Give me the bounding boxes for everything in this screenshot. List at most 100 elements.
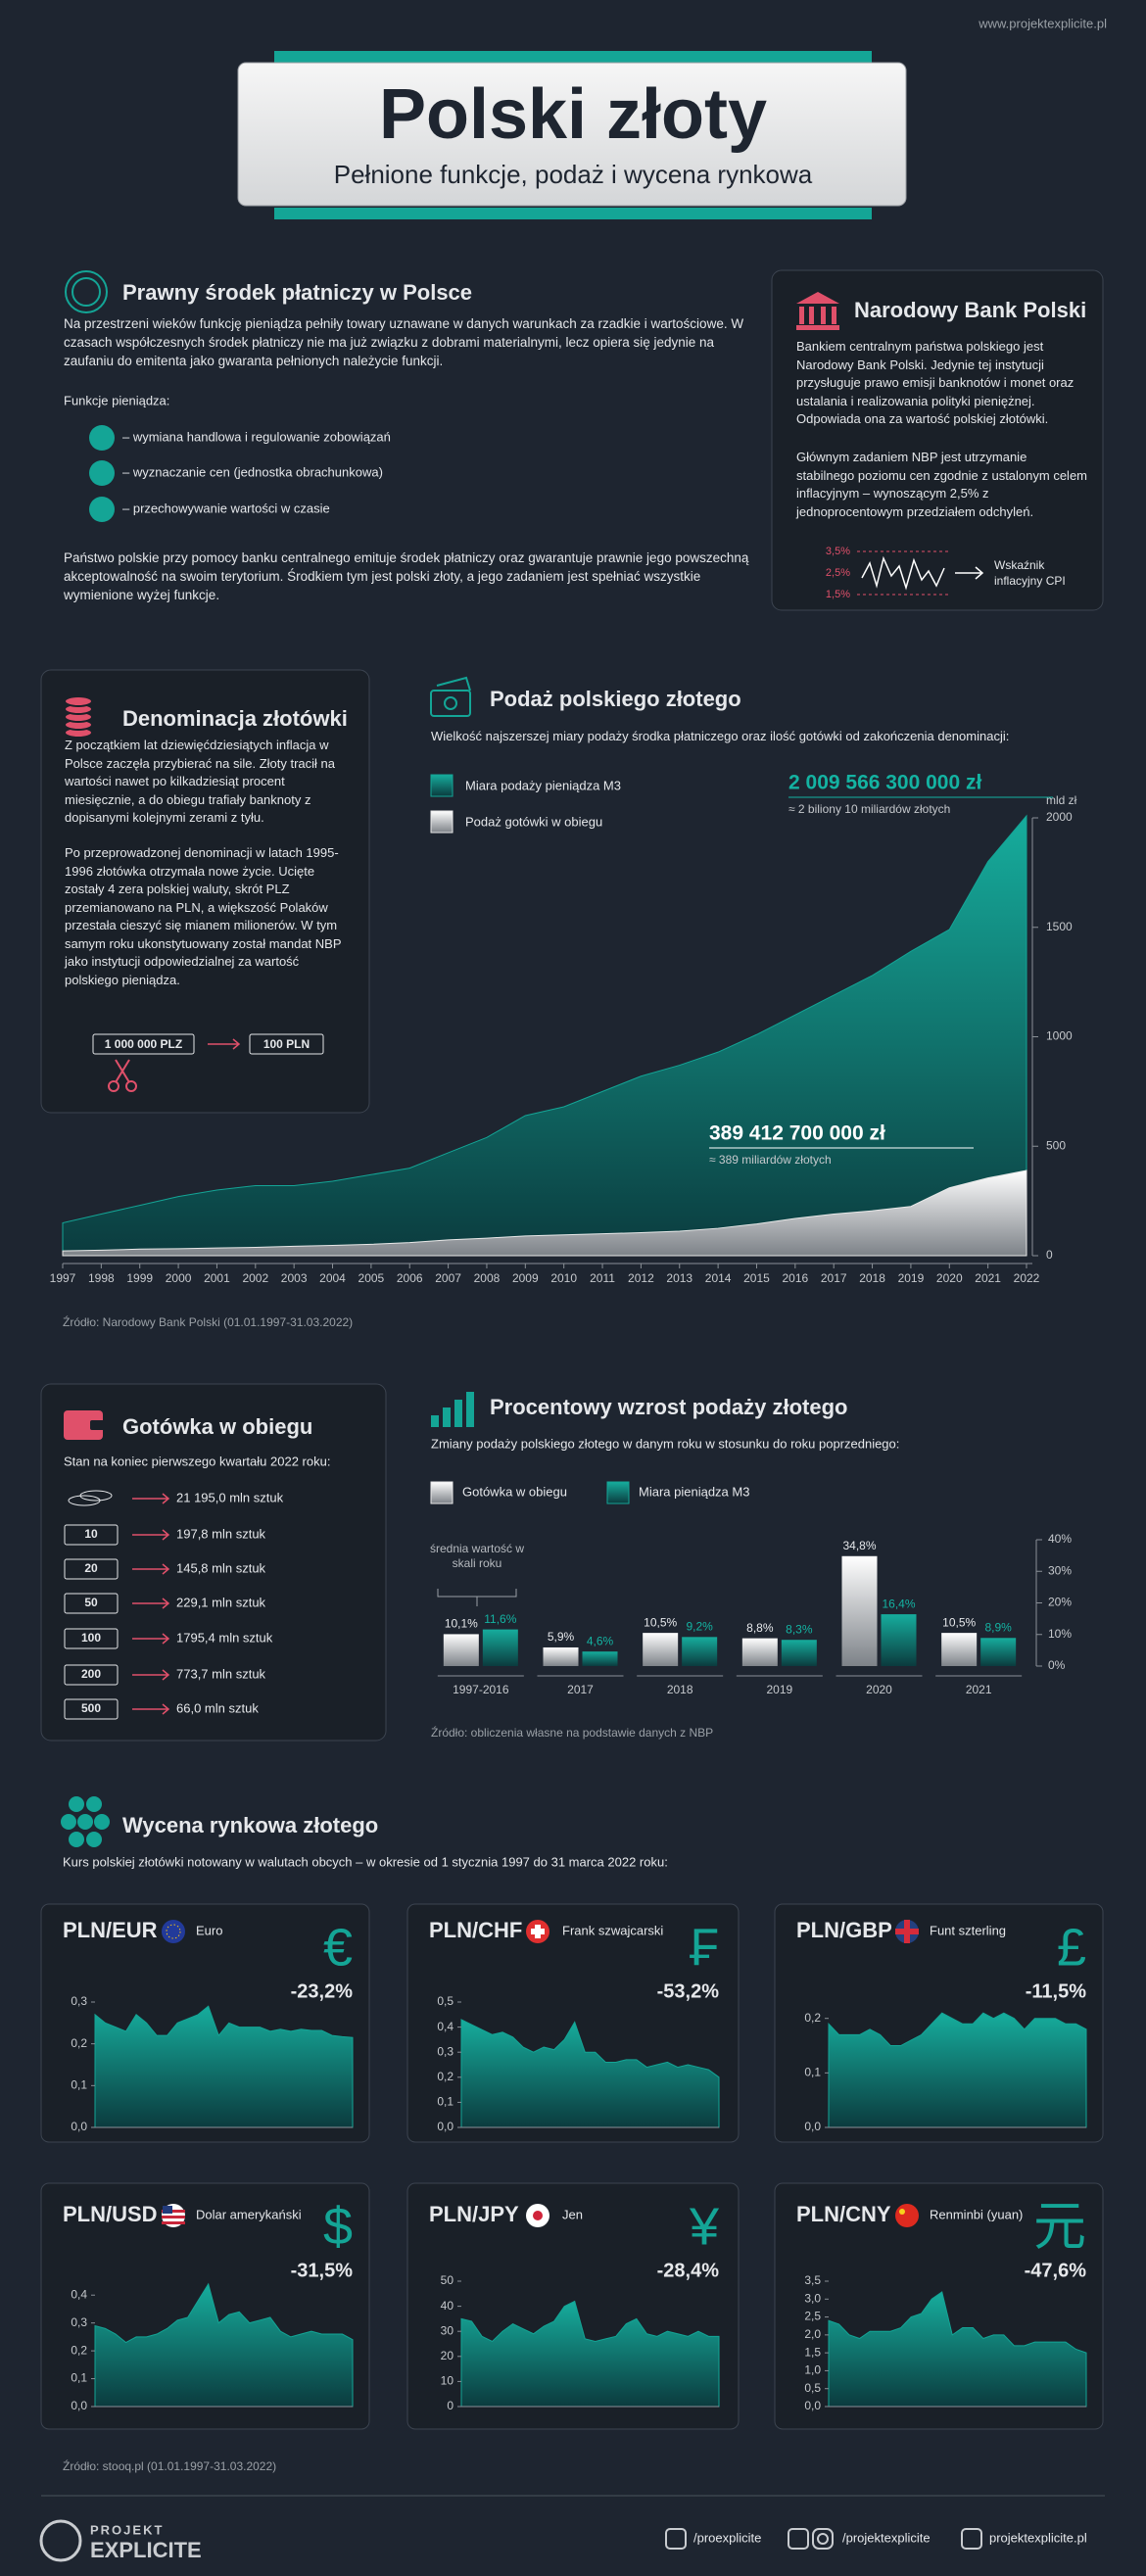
count: 773,7 mln sztuk xyxy=(176,1666,266,1681)
bar xyxy=(781,1640,817,1666)
x-tick-label: 2015 xyxy=(743,1271,770,1285)
website: projektexplicite.pl xyxy=(989,2530,1087,2545)
x-tick-label: 2012 xyxy=(628,1271,654,1285)
currency-symbol: € xyxy=(323,1918,353,1977)
y-tick-label: 20 xyxy=(441,2349,454,2362)
count: 66,0 mln sztuk xyxy=(176,1700,259,1715)
legal-icon xyxy=(65,270,108,313)
y-tick-label: 0,1 xyxy=(804,2066,821,2079)
change: -11,5% xyxy=(1026,1980,1086,2002)
annotation-label: 2 009 566 300 000 zł xyxy=(788,772,982,794)
x-tick-label: 1997-2016 xyxy=(453,1683,509,1696)
x-tick-label: 2022 xyxy=(1014,1271,1040,1285)
denomination-arrow xyxy=(208,1038,241,1050)
y-tick-label: 10 xyxy=(441,2374,454,2388)
currency-name: Jen xyxy=(562,2207,583,2221)
logo xyxy=(39,2519,82,2562)
change: -28,4% xyxy=(657,2260,720,2281)
value-label: 34,8% xyxy=(842,1539,876,1552)
x-tick-label: 2009 xyxy=(512,1271,539,1285)
currency-name: Funt szterling xyxy=(930,1923,1006,1937)
area xyxy=(62,814,1027,1257)
y-tick-label: 40% xyxy=(1048,1532,1072,1546)
social-icons xyxy=(665,2528,982,2550)
count: 197,8 mln sztuk xyxy=(176,1526,266,1541)
currency-symbol: ₣ xyxy=(690,1918,719,1977)
site-url: www.projektexplicite.pl xyxy=(978,16,1107,30)
y-tick-label: 0,5 xyxy=(437,1994,454,2008)
y-tick-label: 1,0 xyxy=(804,2363,821,2377)
area xyxy=(94,2005,354,2128)
value-label: 5,9% xyxy=(548,1630,575,1644)
legend-swatch xyxy=(430,774,454,797)
currency-name: Dolar amerykański xyxy=(196,2207,302,2221)
x-tick-label: 2007 xyxy=(435,1271,461,1285)
legend-swatch xyxy=(430,1481,454,1504)
card-title: PLN/GBP xyxy=(796,1918,892,1942)
legend-label: Gotówka w obiegu xyxy=(462,1484,567,1499)
currency-name: Euro xyxy=(196,1923,222,1937)
y-tick-label: 0,0 xyxy=(804,2399,821,2412)
y-tick-label: 0 xyxy=(1046,1248,1053,1262)
social-handle: /proexplicite xyxy=(693,2530,761,2545)
cpi-arrow xyxy=(955,566,984,580)
y-tick-label: 0,1 xyxy=(71,2078,87,2092)
x-tick-label: 2020 xyxy=(866,1683,892,1696)
bar xyxy=(741,1638,778,1666)
cash-icons xyxy=(64,1490,119,1720)
y-tick-label: 1500 xyxy=(1046,920,1073,933)
x-tick-label: 2021 xyxy=(975,1271,1001,1285)
y-tick-label: 0,3 xyxy=(437,2044,454,2058)
y-tick-label: 2000 xyxy=(1046,810,1073,824)
section-title: Procentowy wzrost podaży złotego xyxy=(490,1395,847,1419)
y-tick-label: 30% xyxy=(1048,1563,1072,1577)
y-tick-label: 0,2 xyxy=(437,2070,454,2083)
x-tick-label: 2001 xyxy=(204,1271,230,1285)
x-tick-label: 2019 xyxy=(898,1271,925,1285)
count: 229,1 mln sztuk xyxy=(176,1595,266,1609)
denomination: 20 xyxy=(84,1561,98,1575)
y-tick-label: 0,2 xyxy=(804,2011,821,2025)
bar xyxy=(881,1614,917,1666)
denomination: 500 xyxy=(81,1701,101,1715)
y-tick-label: 2,0 xyxy=(804,2327,821,2341)
y-tick-label: 20% xyxy=(1048,1596,1072,1609)
y-tick-label: 0,2 xyxy=(71,2036,87,2050)
value-label: 8,9% xyxy=(984,1620,1012,1634)
banknote-after xyxy=(249,1033,324,1055)
y-tick-label: 50 xyxy=(441,2273,454,2287)
x-tick-label: 2003 xyxy=(281,1271,308,1285)
y-tick-label: 0 xyxy=(447,2399,454,2412)
paragraph: Na przestrzeni wieków funkcję pieniądza … xyxy=(64,316,744,368)
brand: EXPLICITE xyxy=(90,2538,202,2562)
y-tick-label: 2,5 xyxy=(804,2310,821,2323)
x-tick-label: 2004 xyxy=(319,1271,346,1285)
count: 145,8 mln sztuk xyxy=(176,1560,266,1575)
section-title: Wycena rynkowa złotego xyxy=(122,1813,378,1837)
y-tick-label: 0,2 xyxy=(71,2343,87,2357)
currency-symbol: ¥ xyxy=(689,2197,720,2256)
banknote-before xyxy=(92,1033,195,1055)
function-icons xyxy=(89,425,115,522)
x-tick-label: 1997 xyxy=(50,1271,76,1285)
card-title: PLN/EUR xyxy=(63,1918,158,1942)
legend-label: Miara podaży pieniądza M3 xyxy=(465,778,621,792)
value-label: 8,8% xyxy=(746,1621,774,1635)
bar xyxy=(941,1633,978,1666)
legend-label: Podaż gotówki w obiegu xyxy=(465,814,602,829)
banknote-label: 100 PLN xyxy=(263,1037,310,1051)
x-tick-label: 2013 xyxy=(666,1271,692,1285)
denomination: 100 xyxy=(81,1631,101,1645)
change: -31,5% xyxy=(291,2260,354,2281)
paragraph: Z początkiem lat dziewięćdziesiątych inf… xyxy=(65,738,336,825)
social-handle: /projektexplicite xyxy=(842,2530,931,2545)
area xyxy=(828,2012,1087,2128)
y-tick-label: 0,4 xyxy=(71,2287,87,2301)
subtitle: Stan na koniec pierwszego kwartału 2022 … xyxy=(64,1454,330,1468)
y-tick-label: 30 xyxy=(441,2323,454,2337)
y-tick-label: 0% xyxy=(1048,1658,1066,1672)
currency-symbol: 元 xyxy=(1033,2197,1086,2256)
y-tick-label: 3,5 xyxy=(804,2273,821,2287)
change: -23,2% xyxy=(291,1980,354,2002)
